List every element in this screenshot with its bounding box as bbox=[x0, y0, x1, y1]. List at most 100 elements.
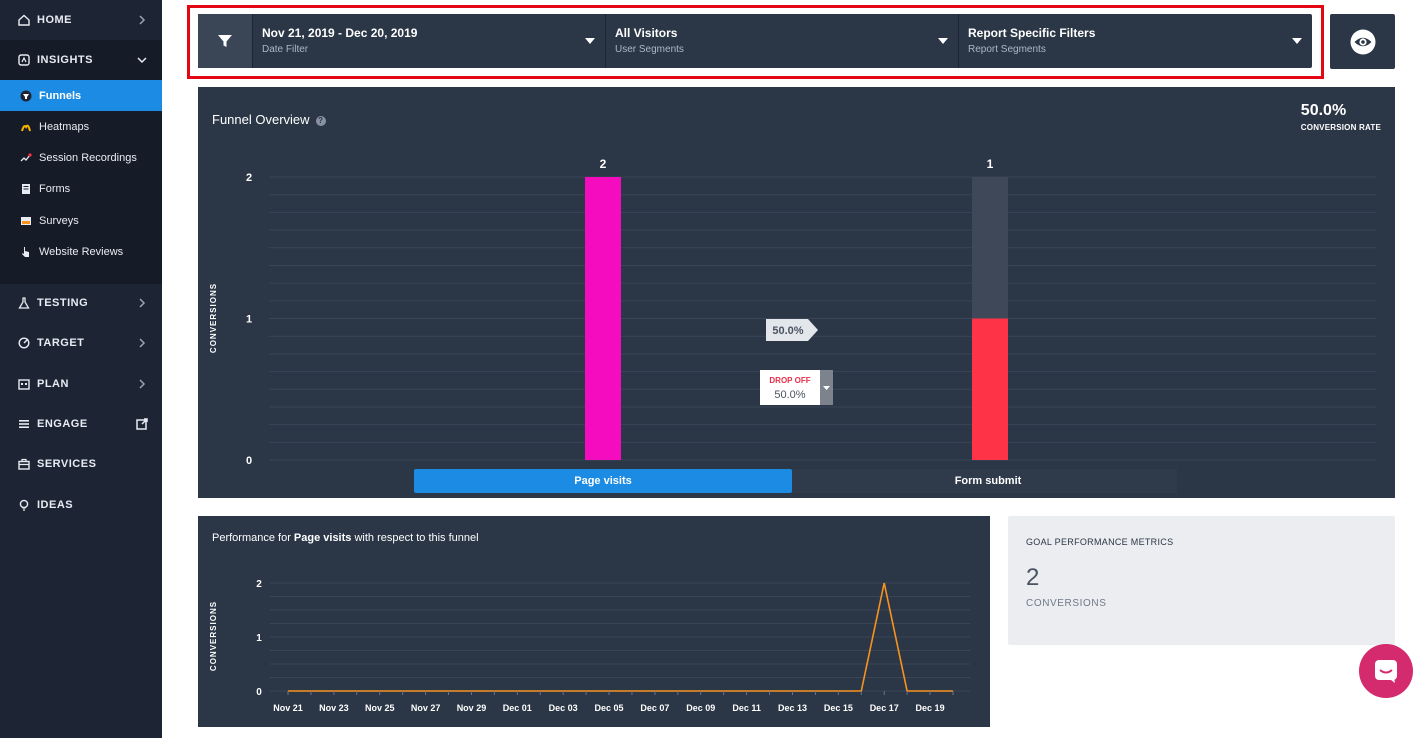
eye-icon bbox=[1350, 29, 1375, 54]
heatmap-icon bbox=[20, 121, 32, 133]
report-segments-value: Report Specific Filters bbox=[968, 26, 1096, 40]
chevron-right-icon bbox=[139, 338, 146, 348]
goal-metrics-label: CONVERSIONS bbox=[1026, 598, 1107, 609]
performance-line-chart: 0 1 2 CONVERSIONS Nov 21 Nov 23 Nov 25 Nov 27 No… bbox=[209, 579, 970, 713]
y-tick-label: 0 bbox=[256, 687, 262, 698]
filter-bar-highlight bbox=[187, 5, 1324, 79]
y-tick-label: 2 bbox=[256, 579, 262, 590]
chevron-right-icon bbox=[139, 379, 146, 389]
date-filter-value: Nov 21, 2019 - Dec 20, 2019 bbox=[262, 26, 418, 40]
form-icon bbox=[20, 183, 32, 195]
funnel-bar-chart: 0 1 2 CONVERSIONS 2 1 50.0% DROP OFF 50.0% bbox=[209, 157, 1376, 493]
funnel-bar bbox=[972, 318, 1008, 460]
survey-icon bbox=[20, 215, 32, 227]
nav-plan[interactable]: PLAN bbox=[0, 364, 162, 404]
performance-title-suffix: with respect to this funnel bbox=[351, 532, 479, 544]
sidebar-item-session-recordings[interactable]: Session Recordings bbox=[0, 142, 162, 173]
nav-home[interactable]: HOME bbox=[0, 0, 162, 40]
x-tick-label: Dec 01 bbox=[503, 703, 532, 713]
y-tick-label: 1 bbox=[256, 633, 262, 644]
funnel-icon bbox=[20, 90, 32, 102]
x-tick-label: Dec 05 bbox=[595, 703, 624, 713]
x-tick-label: Dec 15 bbox=[824, 703, 853, 713]
performance-title-prefix: Performance for bbox=[212, 532, 294, 544]
nav-ideas-label: IDEAS bbox=[37, 499, 74, 511]
conversion-rate-label: CONVERSION RATE bbox=[1300, 123, 1381, 132]
performance-title-goal: Page visits bbox=[293, 532, 352, 544]
chat-launcher-button[interactable] bbox=[1359, 644, 1413, 698]
external-link-icon bbox=[136, 418, 148, 430]
nav-insights[interactable]: INSIGHTS bbox=[0, 40, 162, 80]
caret-down-icon bbox=[823, 386, 830, 390]
nav-target[interactable]: TARGET bbox=[0, 323, 162, 363]
nav-ideas[interactable]: IDEAS bbox=[0, 485, 162, 525]
filter-toggle-button[interactable] bbox=[198, 14, 253, 68]
nav-services-label: SERVICES bbox=[37, 458, 97, 470]
nav-testing[interactable]: TESTING bbox=[0, 283, 162, 323]
y-tick-label: 0 bbox=[246, 455, 252, 467]
sidebar: HOME INSIGHTS Funnels Heatmaps Session R… bbox=[0, 0, 162, 738]
conversion-rate: 50.0% CONVERSION RATE bbox=[1301, 102, 1381, 132]
nav-home-label: HOME bbox=[37, 14, 72, 26]
user-segments-dropdown[interactable]: All Visitors User Segments bbox=[606, 14, 959, 68]
x-tick-label: Dec 13 bbox=[778, 703, 807, 713]
funnel-overview-title: Funnel Overview? bbox=[212, 112, 326, 127]
help-icon[interactable]: ? bbox=[315, 115, 326, 126]
user-segments-label: User Segments bbox=[615, 44, 684, 55]
nav-target-label: TARGET bbox=[37, 337, 85, 349]
funnel-overview-panel: Funnel Overview? 50.0% CONVERSION RATE 0… bbox=[198, 87, 1395, 498]
tab-form-submit[interactable]: Form submit bbox=[954, 475, 1022, 487]
bar-data-label: 1 bbox=[987, 157, 994, 171]
tab-page-visits[interactable]: Page visits bbox=[414, 469, 792, 493]
goal-metrics-heading: GOAL PERFORMANCE METRICS bbox=[1026, 537, 1174, 547]
drop-off-label: DROP OFF bbox=[769, 376, 810, 385]
filter-icon bbox=[218, 35, 232, 47]
recording-icon bbox=[20, 152, 32, 164]
lightbulb-icon bbox=[17, 498, 31, 512]
caret-down-icon bbox=[585, 38, 595, 44]
insights-icon bbox=[17, 53, 31, 67]
conversion-arrow-label: 50.0% bbox=[772, 325, 803, 337]
chevron-right-icon bbox=[139, 15, 146, 25]
sidebar-item-label: Surveys bbox=[39, 214, 79, 227]
date-filter-label: Date Filter bbox=[262, 44, 309, 55]
preview-button[interactable] bbox=[1330, 14, 1395, 69]
x-tick-label: Dec 07 bbox=[640, 703, 669, 713]
sidebar-item-surveys[interactable]: Surveys bbox=[0, 205, 162, 236]
sidebar-item-heatmaps[interactable]: Heatmaps bbox=[0, 111, 162, 142]
nav-plan-label: PLAN bbox=[37, 378, 69, 390]
caret-down-icon bbox=[938, 38, 948, 44]
user-segments-value: All Visitors bbox=[615, 26, 678, 40]
report-segments-label: Report Segments bbox=[968, 44, 1046, 55]
calendar-icon bbox=[17, 377, 31, 391]
x-tick-label: Dec 11 bbox=[732, 703, 761, 713]
nav-testing-label: TESTING bbox=[37, 297, 89, 309]
panel-title-text: Funnel Overview bbox=[212, 112, 310, 127]
funnel-bar bbox=[585, 177, 621, 460]
date-filter-dropdown[interactable]: Nov 21, 2019 - Dec 20, 2019 Date Filter bbox=[253, 14, 606, 68]
sidebar-item-website-reviews[interactable]: Website Reviews bbox=[0, 236, 162, 267]
performance-title: Performance for Page visits with respect… bbox=[212, 532, 479, 544]
x-tick-label: Dec 03 bbox=[549, 703, 578, 713]
goal-metrics-card: GOAL PERFORMANCE METRICS 2 CONVERSIONS bbox=[1008, 516, 1395, 645]
performance-panel: Performance for Page visits with respect… bbox=[198, 516, 990, 727]
sidebar-item-label: Session Recordings bbox=[39, 151, 137, 164]
drop-off-value: 50.0% bbox=[774, 389, 805, 401]
goal-metrics-value: 2 bbox=[1026, 564, 1040, 591]
nav-engage[interactable]: ENGAGE bbox=[0, 404, 162, 444]
x-tick-label: Dec 09 bbox=[686, 703, 715, 713]
caret-down-icon bbox=[1292, 38, 1302, 44]
sidebar-item-label: Heatmaps bbox=[39, 120, 90, 133]
sidebar-item-funnels[interactable]: Funnels bbox=[0, 80, 162, 111]
home-icon bbox=[17, 13, 31, 27]
chevron-right-icon bbox=[139, 298, 146, 308]
nav-services[interactable]: SERVICES bbox=[0, 444, 162, 484]
sidebar-item-forms[interactable]: Forms bbox=[0, 173, 162, 204]
report-segments-dropdown[interactable]: Report Specific Filters Report Segments bbox=[959, 14, 1312, 68]
chat-icon bbox=[1375, 660, 1397, 683]
y-axis-label: CONVERSIONS bbox=[209, 601, 218, 671]
conversion-rate-value: 50.0% bbox=[1300, 102, 1347, 119]
sidebar-item-label: Funnels bbox=[39, 89, 82, 102]
nav-engage-label: ENGAGE bbox=[37, 418, 88, 430]
x-tick-label: Dec 19 bbox=[916, 703, 945, 713]
